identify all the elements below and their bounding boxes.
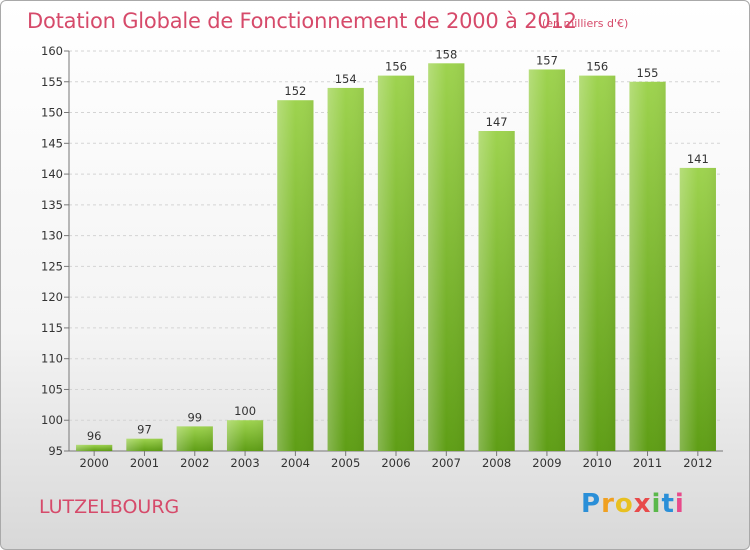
bar-shine: [428, 63, 465, 452]
x-tick-label: 2010: [583, 456, 612, 470]
x-tick-label: 2011: [633, 456, 662, 470]
bar-shine: [176, 426, 213, 451]
data-label-2006: 156: [385, 60, 407, 74]
labels: 95 100 105 110 115 120 125 130 135 140 145 150 155 16…: [41, 44, 712, 470]
logo-letter: r: [601, 489, 615, 519]
y-tick-label: 145: [41, 136, 63, 150]
bar-shine: [126, 438, 163, 451]
data-label-2010: 156: [586, 60, 608, 74]
data-label-2004: 152: [284, 84, 306, 98]
data-label-2003: 100: [234, 404, 256, 418]
bar-shine: [277, 100, 314, 451]
y-tick-label: 155: [41, 75, 63, 89]
chart-title: Dotation Globale de Fonctionnement de 20…: [27, 9, 577, 33]
bar-shine: [629, 81, 666, 452]
x-tick-label: 2001: [130, 456, 159, 470]
x-tick-label: 2006: [381, 456, 410, 470]
y-tick-label: 120: [41, 290, 63, 304]
data-label-2012: 141: [687, 152, 709, 166]
logo-letter: t: [661, 489, 675, 519]
data-label-2007: 158: [435, 47, 457, 61]
logo-letter: i: [651, 489, 662, 519]
y-tick-label: 100: [41, 413, 63, 427]
logo-letter: i: [674, 489, 685, 519]
data-label-2000: 96: [87, 429, 102, 443]
data-label-2011: 155: [637, 66, 659, 80]
x-tick-label: 2000: [80, 456, 109, 470]
data-label-2001: 97: [137, 423, 152, 437]
data-label-2008: 147: [486, 115, 508, 129]
y-tick-label: 135: [41, 198, 63, 212]
data-label-2005: 154: [335, 72, 357, 86]
place-name: LUTZELBOURG: [39, 496, 180, 518]
data-label-2002: 99: [187, 410, 202, 424]
x-tick-label: 2004: [281, 456, 310, 470]
x-tick-label: 2009: [532, 456, 561, 470]
x-tick-label: 2002: [180, 456, 209, 470]
logo-letter: x: [633, 489, 652, 519]
bar-shine: [76, 444, 113, 451]
logo-letter: P: [581, 489, 602, 519]
y-tick-label: 140: [41, 167, 63, 181]
logo-letter: o: [614, 489, 634, 519]
y-tick-label: 110: [41, 352, 63, 366]
y-tick-label: 130: [41, 229, 63, 243]
chart-subtitle: (en milliers d'€): [542, 17, 629, 30]
y-tick-label: 125: [41, 259, 63, 273]
bar-shine: [327, 87, 364, 451]
y-tick-label: 150: [41, 106, 63, 120]
proxiti-logo: Proxiti: [581, 489, 685, 519]
bar-shine: [478, 131, 515, 451]
x-tick-label: 2003: [230, 456, 259, 470]
data-label-2009: 157: [536, 53, 558, 67]
y-tick-label: 115: [41, 321, 63, 335]
bar-shine: [377, 75, 415, 451]
x-tick-label: 2008: [482, 456, 511, 470]
bar-shine: [528, 69, 566, 451]
bar-shine: [226, 420, 264, 451]
y-tick-label: 105: [41, 382, 63, 396]
y-tick-label: 95: [48, 444, 63, 458]
bar-shine: [679, 167, 716, 451]
x-tick-label: 2012: [683, 456, 712, 470]
bars: [76, 63, 716, 452]
x-tick-label: 2007: [432, 456, 461, 470]
bar-shine: [579, 75, 616, 451]
x-tick-label: 2005: [331, 456, 360, 470]
y-tick-label: 160: [41, 44, 63, 58]
